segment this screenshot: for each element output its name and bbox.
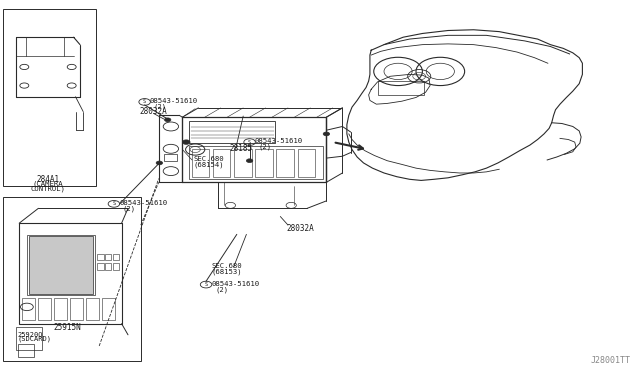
- Bar: [3, 197, 141, 361]
- Bar: [255, 149, 273, 177]
- Bar: [192, 149, 209, 177]
- Text: 284A1: 284A1: [36, 175, 60, 184]
- Text: (2): (2): [123, 205, 136, 212]
- Text: S: S: [143, 99, 146, 105]
- Bar: [105, 263, 111, 270]
- Bar: [276, 149, 294, 177]
- Text: 08543-51610: 08543-51610: [255, 138, 303, 144]
- Bar: [19, 223, 122, 324]
- Text: 08543-51610: 08543-51610: [211, 281, 259, 287]
- Text: (68154): (68154): [193, 161, 224, 168]
- Bar: [97, 254, 104, 260]
- Bar: [27, 235, 95, 295]
- Circle shape: [323, 132, 330, 136]
- Bar: [22, 298, 35, 320]
- Text: 28185: 28185: [229, 144, 252, 153]
- Circle shape: [246, 159, 253, 163]
- Text: 25920Q: 25920Q: [18, 331, 44, 337]
- Text: (68153): (68153): [211, 268, 242, 275]
- Bar: [113, 254, 119, 260]
- Text: 08543-51610: 08543-51610: [150, 98, 198, 104]
- Bar: [70, 298, 83, 320]
- Text: SEC.680: SEC.680: [211, 263, 242, 269]
- Bar: [378, 81, 424, 95]
- Bar: [234, 149, 252, 177]
- Bar: [189, 121, 275, 143]
- Bar: [38, 298, 51, 320]
- Text: 25915N: 25915N: [53, 323, 81, 332]
- Text: (2): (2): [259, 143, 272, 150]
- Text: (CAMERA: (CAMERA: [33, 181, 63, 187]
- Text: S: S: [205, 282, 207, 287]
- Circle shape: [182, 140, 190, 144]
- Circle shape: [156, 161, 163, 165]
- Bar: [97, 263, 104, 270]
- Text: (2): (2): [154, 103, 167, 110]
- Bar: [113, 263, 119, 270]
- Text: 28032A: 28032A: [140, 107, 167, 116]
- Text: CONTROL): CONTROL): [31, 186, 65, 192]
- Text: (2): (2): [215, 286, 228, 293]
- Text: 08543-51610: 08543-51610: [119, 200, 167, 206]
- Text: 28032A: 28032A: [287, 224, 314, 233]
- Text: S: S: [113, 201, 115, 206]
- Bar: [86, 298, 99, 320]
- Bar: [189, 146, 323, 179]
- Bar: [164, 154, 177, 161]
- Bar: [16, 327, 42, 350]
- Text: J28001TT: J28001TT: [590, 356, 630, 365]
- Bar: [18, 344, 34, 357]
- Bar: [3, 9, 96, 186]
- Bar: [105, 254, 111, 260]
- Bar: [54, 298, 67, 320]
- Text: SEC.680: SEC.680: [193, 156, 224, 162]
- Text: (SDCARD): (SDCARD): [18, 335, 52, 342]
- Text: S: S: [248, 140, 251, 145]
- Circle shape: [164, 118, 171, 122]
- Bar: [29, 236, 93, 294]
- Bar: [102, 298, 115, 320]
- Bar: [298, 149, 315, 177]
- Bar: [213, 149, 230, 177]
